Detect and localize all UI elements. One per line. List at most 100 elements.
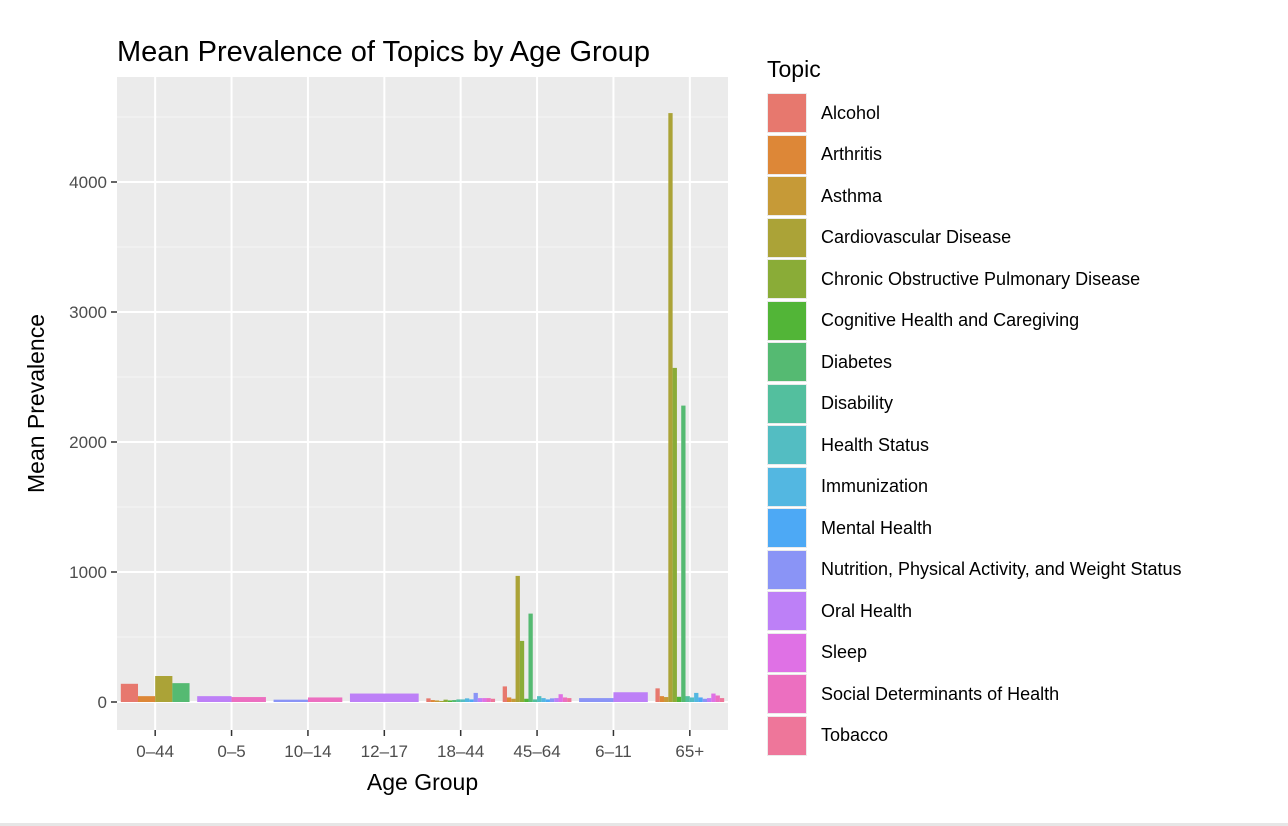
bar [486,698,491,702]
legend-swatch [768,135,806,174]
bar [138,696,156,702]
x-tick-label: 18–44 [437,742,484,761]
legend-key [767,176,807,216]
legend-item: Cardiovascular Disease [767,217,1012,258]
bar [532,699,538,702]
y-tick-label: 2000 [69,433,107,452]
bar [698,697,703,702]
legend-item: Immunization [767,466,929,507]
legend-swatch [768,94,806,132]
x-axis-title: Age Group [367,769,478,795]
legend-key [767,549,807,590]
legend-item: Social Determinants of Health [767,674,1059,714]
x-tick-label: 65+ [675,742,704,761]
legend-swatch [768,592,806,630]
legend-key [767,425,807,465]
legend-label: Alcohol [821,102,881,123]
legend-key [767,715,807,756]
legend-label: Oral Health [821,600,913,621]
legend-item: Tobacco [767,715,889,756]
bottom-divider [0,823,1288,826]
legend-swatch [768,177,806,215]
legend-swatch [768,675,806,713]
bar [452,700,457,702]
bar [681,405,686,702]
bar [464,698,470,702]
legend-item: Oral Health [767,591,912,631]
bar [545,699,550,702]
legend-key [767,342,807,382]
bar [349,693,419,702]
legend-item: Nutrition, Physical Activity, and Weight… [767,549,1182,590]
legend-item: Disability [767,383,894,424]
legend-item: Health Status [767,425,929,465]
bar [197,696,232,702]
legend-label: Diabetes [821,351,893,372]
chart-title: Mean Prevalence of Topics by Age Group [117,36,651,68]
legend-item: Arthritis [767,134,882,175]
legend-swatch [768,301,806,340]
bar [490,698,496,702]
bar [676,696,682,702]
legend-swatch [768,467,806,506]
bar [439,700,444,702]
legend-label: Nutrition, Physical Activity, and Weight… [821,559,1182,579]
bar [528,613,533,702]
bar [537,696,542,702]
legend-key [767,383,807,424]
bar [434,700,440,702]
legend-label: Disability [821,393,894,413]
bar [511,698,516,702]
y-tick-label: 0 [98,693,107,712]
legend-key [767,93,807,133]
bar [702,698,707,702]
y-tick-label: 3000 [69,303,107,322]
legend-label: Chronic Obstructive Pulmonary Disease [821,268,1141,289]
bar [694,692,699,702]
legend-label: Immunization [821,476,929,496]
legend-label: Tobacco [821,725,889,745]
legend-swatch [768,260,806,298]
bar [613,692,648,702]
legend-label: Social Determinants of Health [821,683,1060,704]
y-tick-label: 4000 [69,173,107,192]
legend-swatch [768,716,806,755]
legend-label: Sleep [821,642,868,662]
legend-swatch [768,633,806,672]
bar [715,695,720,702]
bar [273,699,308,702]
legend-item: Mental Health [767,508,932,548]
legend-swatch [768,384,806,423]
bar [541,698,546,702]
bar [155,676,173,702]
bar [719,698,725,702]
bar [664,697,669,702]
bar [685,696,690,702]
bar [711,693,716,702]
bar [659,696,665,702]
bar [672,367,677,702]
bar [579,698,614,702]
legend-key [767,591,807,631]
bar [689,697,695,702]
bar [567,698,572,702]
legend-label: Cardiovascular Disease [821,227,1012,247]
x-tick-label: 45–64 [513,742,560,761]
legend-label: Cognitive Health and Caregiving [821,310,1080,330]
legend-item: Chronic Obstructive Pulmonary Disease [767,259,1140,299]
legend-item: Asthma [767,176,882,216]
legend-item: Diabetes [767,342,892,382]
bar [558,694,563,702]
legend-label: Asthma [821,185,883,206]
legend-swatch [768,509,806,547]
bar [562,697,568,702]
legend-key [767,508,807,548]
x-tick-label: 10–14 [284,742,331,761]
legend-swatch [768,550,806,589]
bar [172,683,190,702]
bar [456,699,461,702]
legend-swatch [768,426,806,464]
plot-panel [117,77,728,730]
legend-item: Cognitive Health and Caregiving [767,300,1080,341]
